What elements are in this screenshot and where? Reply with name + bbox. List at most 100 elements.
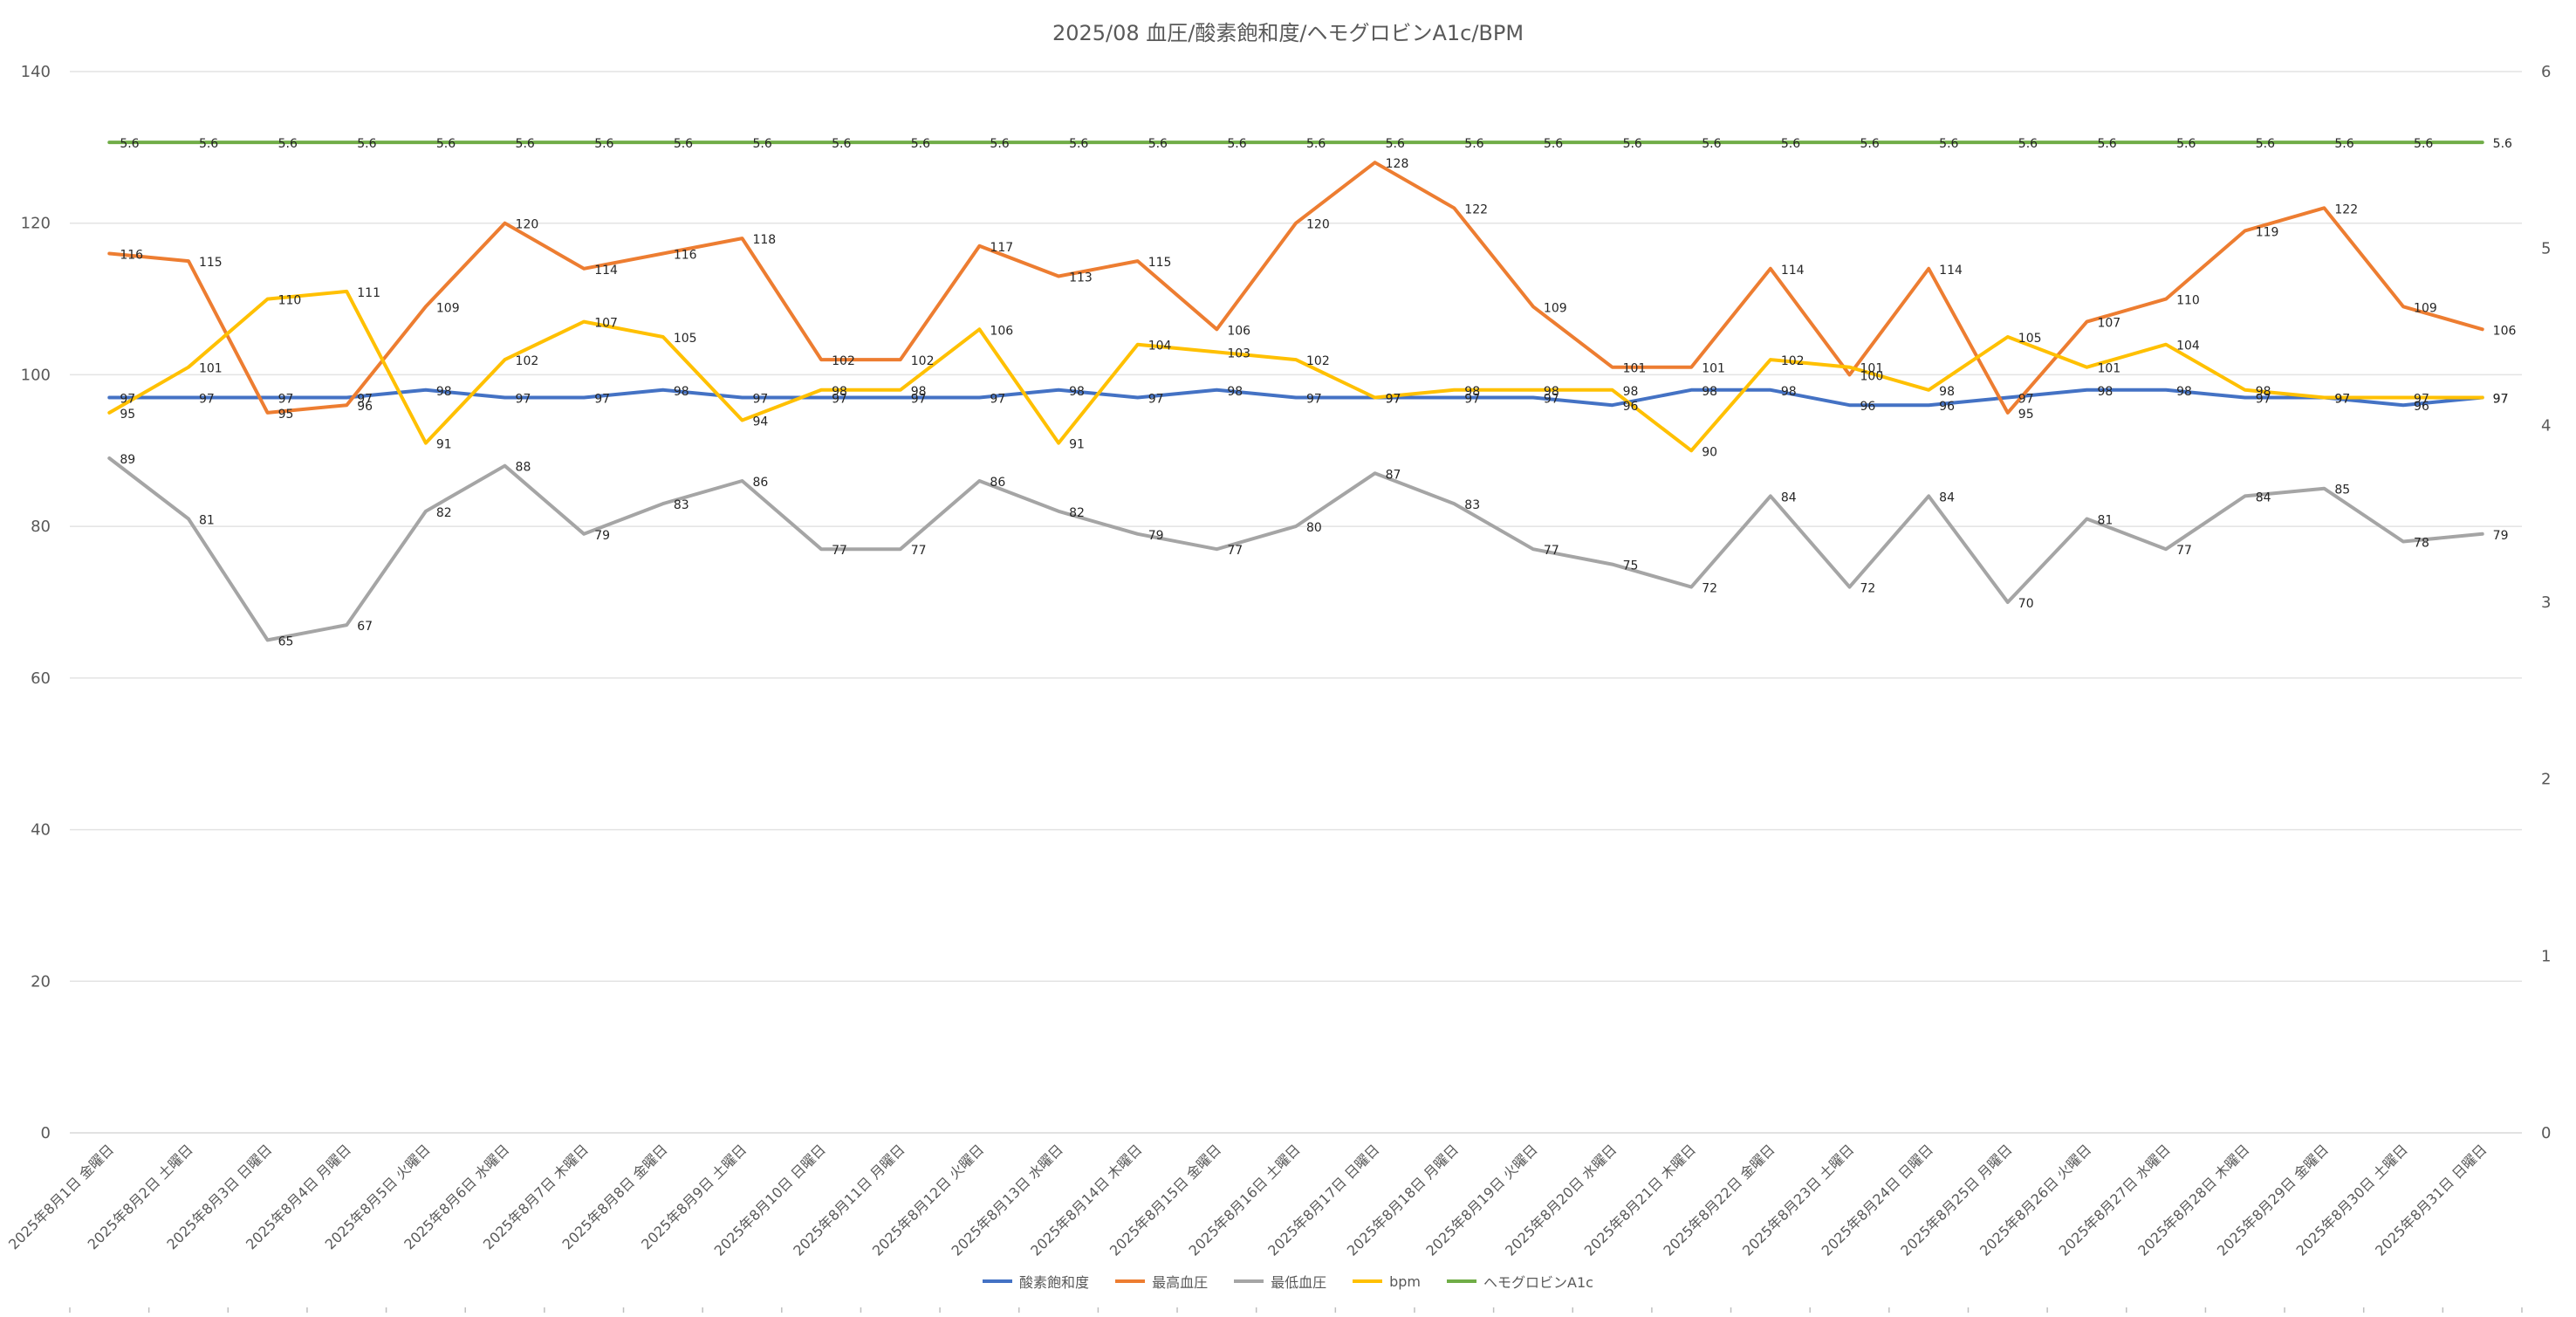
y-left-tick-label: 20 — [31, 972, 51, 991]
data-label: 96 — [357, 400, 373, 414]
data-label: 5.6 — [1860, 137, 1880, 151]
data-label: 83 — [1464, 498, 1480, 512]
y-right-tick-label: 2 — [2541, 771, 2551, 789]
data-label: 97 — [1148, 392, 1164, 406]
data-label: 5.6 — [2414, 137, 2433, 151]
data-label: 105 — [674, 332, 697, 346]
data-label: 116 — [674, 248, 697, 262]
data-label: 115 — [1148, 256, 1172, 270]
data-label: 98 — [674, 385, 689, 399]
data-label: 102 — [832, 354, 855, 368]
data-label: 109 — [1544, 301, 1567, 315]
data-label: 118 — [752, 233, 776, 247]
data-label: 91 — [1069, 438, 1085, 452]
data-label: 96 — [1939, 400, 1955, 414]
legend-item: ヘモグロビンA1c — [1447, 1271, 1593, 1292]
data-label: 128 — [1386, 157, 1409, 171]
data-label: 97 — [2018, 392, 2034, 406]
data-label: 77 — [911, 544, 927, 558]
data-label: 120 — [516, 218, 539, 232]
data-label: 5.6 — [357, 137, 376, 151]
data-label: 107 — [594, 317, 618, 331]
data-label: 96 — [1623, 400, 1639, 414]
data-label: 5.6 — [278, 137, 298, 151]
data-label: 97 — [1544, 392, 1559, 406]
data-label: 109 — [2414, 301, 2437, 315]
data-label: 97 — [832, 392, 847, 406]
data-label: 113 — [1069, 271, 1093, 285]
data-label: 114 — [1781, 264, 1805, 278]
data-label: 97 — [357, 392, 373, 406]
data-label: 119 — [2256, 225, 2279, 239]
data-label: 77 — [1544, 544, 1559, 558]
y-right-tick-label: 4 — [2541, 416, 2551, 435]
series-line — [107, 388, 2484, 408]
data-label: 77 — [1227, 544, 1243, 558]
y-left-tick-label: 80 — [31, 518, 51, 536]
legend-label: 酸素飽和度 — [1019, 1274, 1090, 1291]
data-label: 79 — [594, 529, 610, 543]
data-label: 87 — [1386, 468, 1401, 482]
data-label: 5.6 — [1069, 137, 1088, 151]
legend-swatch — [1115, 1279, 1146, 1283]
series-line — [107, 161, 2484, 415]
data-label: 98 — [1939, 385, 1955, 399]
y-left-tick-label: 100 — [21, 366, 51, 384]
data-label: 5.6 — [2097, 137, 2116, 151]
data-label: 116 — [120, 248, 143, 262]
data-label: 94 — [752, 415, 768, 429]
data-label: 95 — [2018, 408, 2034, 422]
data-label: 98 — [1544, 385, 1559, 399]
data-label: 5.6 — [1148, 137, 1168, 151]
data-label: 77 — [2176, 544, 2192, 558]
data-label: 5.6 — [1702, 137, 1721, 151]
data-label: 98 — [911, 385, 927, 399]
data-label: 103 — [1227, 346, 1250, 360]
data-label: 98 — [436, 385, 452, 399]
data-label: 5.6 — [1306, 137, 1326, 151]
data-label: 97 — [2493, 392, 2509, 406]
data-label: 114 — [594, 264, 618, 278]
data-label: 110 — [278, 294, 302, 308]
data-label: 5.6 — [436, 137, 456, 151]
data-label: 90 — [1702, 445, 1717, 459]
data-label: 65 — [278, 634, 294, 648]
data-label: 5.6 — [832, 137, 851, 151]
data-label: 107 — [2097, 317, 2120, 331]
y-right-tick-label: 0 — [2541, 1124, 2551, 1142]
data-label: 97 — [752, 392, 768, 406]
data-label: 104 — [1148, 340, 1172, 353]
data-label: 5.6 — [2334, 137, 2353, 151]
data-label: 98 — [2097, 385, 2113, 399]
data-label: 110 — [2176, 294, 2200, 308]
data-label: 97 — [2256, 392, 2271, 406]
data-label: 122 — [1464, 202, 1488, 216]
chart-legend: 酸素飽和度 最高血圧 最低血圧 bpm ヘモグロビンA1c — [0, 1271, 2576, 1292]
y-left-tick-label: 120 — [21, 215, 51, 233]
series-line — [107, 456, 2484, 642]
data-label: 97 — [2493, 392, 2509, 406]
data-label: 101 — [2097, 362, 2120, 376]
data-label: 102 — [911, 354, 935, 368]
data-label: 81 — [2097, 513, 2113, 527]
data-label: 5.6 — [199, 137, 218, 151]
data-label: 5.6 — [516, 137, 535, 151]
data-label: 5.6 — [1464, 137, 1483, 151]
data-label: 72 — [1860, 582, 1876, 596]
data-label: 5.6 — [911, 137, 930, 151]
data-label: 122 — [2334, 202, 2358, 216]
data-label: 98 — [2176, 385, 2192, 399]
y-right-tick-label: 1 — [2541, 947, 2551, 965]
data-label: 97 — [2334, 392, 2350, 406]
data-label: 79 — [1148, 529, 1164, 543]
data-label: 98 — [1702, 385, 1717, 399]
data-label: 115 — [199, 256, 223, 270]
data-label: 97 — [199, 392, 215, 406]
data-label: 5.6 — [674, 137, 693, 151]
data-label: 95 — [278, 408, 294, 422]
legend-swatch — [1353, 1279, 1383, 1283]
data-label: 5.6 — [1386, 137, 1405, 151]
data-label: 117 — [990, 241, 1013, 255]
y-left-tick-label: 0 — [41, 1124, 51, 1142]
